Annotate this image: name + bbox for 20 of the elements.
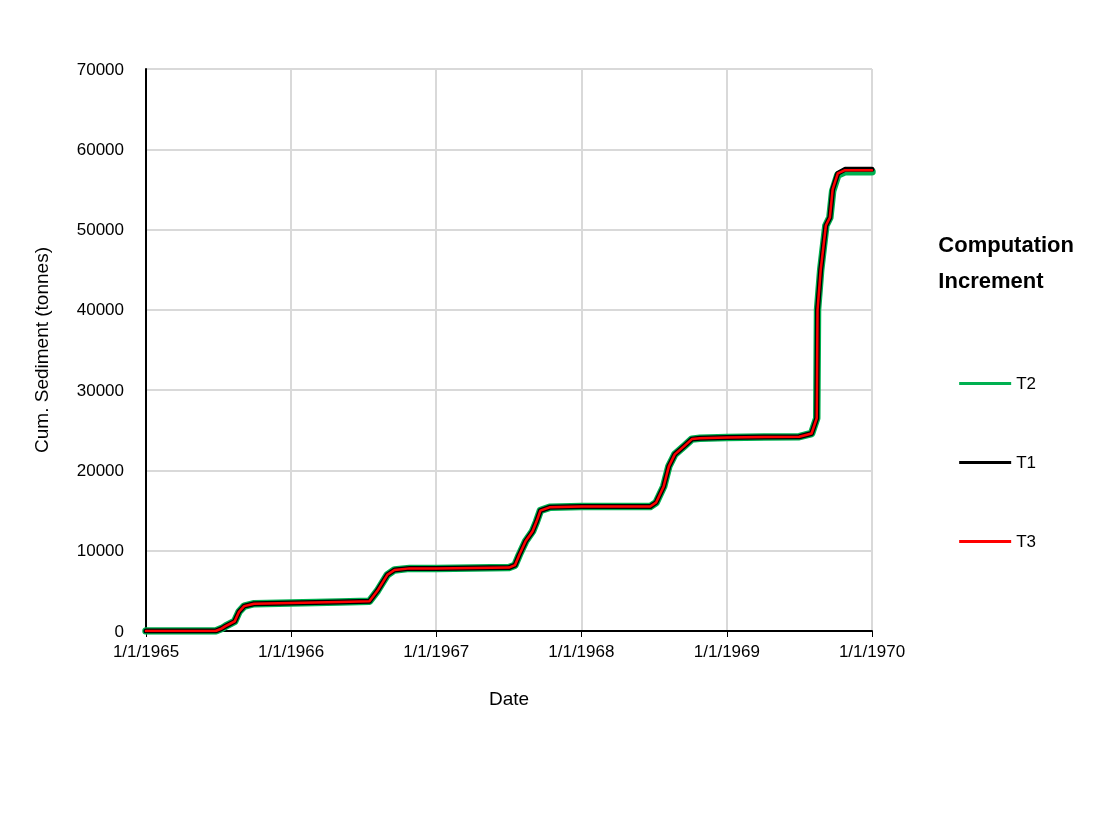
y-tick-label: 60000 bbox=[76, 139, 124, 159]
y-tick-label: 30000 bbox=[76, 380, 124, 400]
x-tick-label: 1/1/1968 bbox=[548, 642, 615, 661]
y-tick-label: 10000 bbox=[76, 541, 124, 561]
y-axis-title: Cum. Sediment (tonnes) bbox=[31, 247, 52, 453]
legend-label: T1 bbox=[1016, 453, 1036, 472]
x-tick-label: 1/1/1965 bbox=[112, 642, 180, 661]
y-tick-label: 40000 bbox=[76, 300, 124, 320]
legend-label: T2 bbox=[1016, 374, 1036, 393]
y-tick-label: 70000 bbox=[76, 59, 124, 79]
y-tick-label: 0 bbox=[114, 621, 124, 641]
x-tick-label: 1/1/1967 bbox=[403, 642, 470, 661]
x-tick-label: 1/1/1970 bbox=[838, 642, 906, 661]
x-axis-title: Date bbox=[488, 688, 530, 709]
legend-label: T3 bbox=[1016, 532, 1036, 551]
y-tick-label: 50000 bbox=[76, 220, 124, 240]
legend-title: Computation Increment bbox=[938, 231, 1075, 293]
y-tick-label: 20000 bbox=[76, 460, 124, 480]
x-tick-label: 1/1/1969 bbox=[693, 642, 760, 661]
x-tick-label: 1/1/1966 bbox=[258, 642, 325, 661]
